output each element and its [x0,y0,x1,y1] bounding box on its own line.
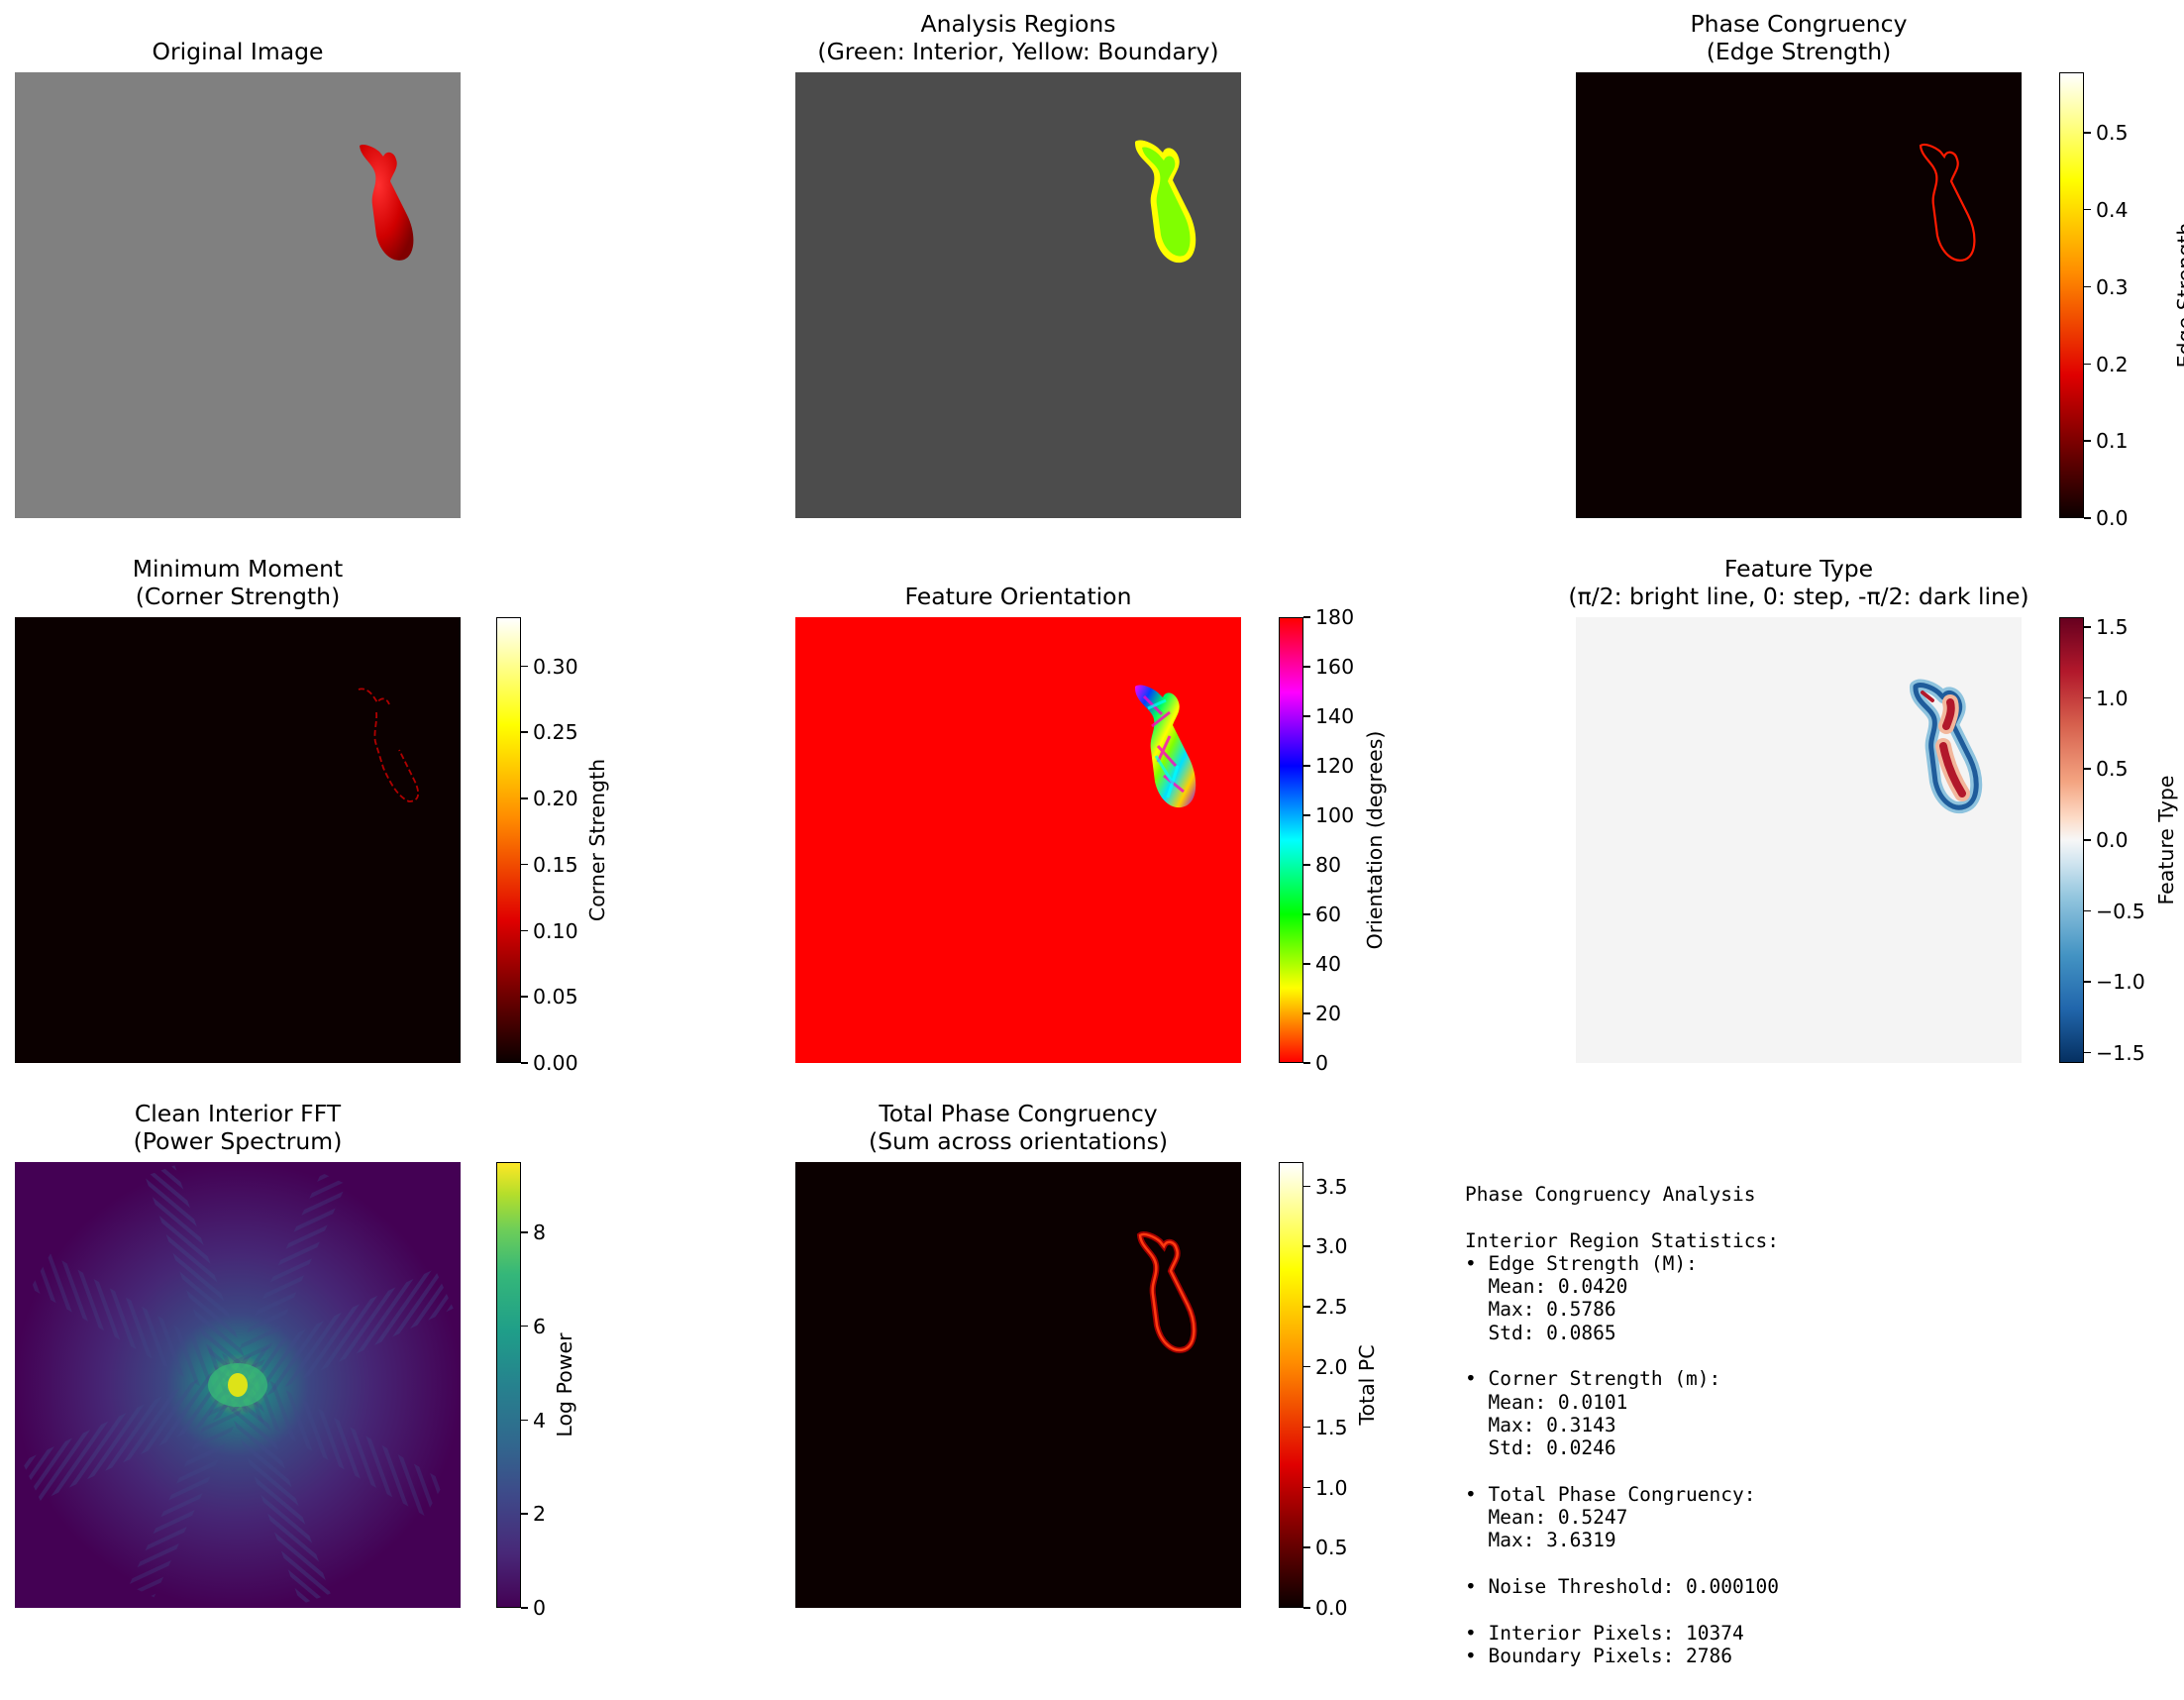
edge-colorbar-ticks: 0.0 0.1 0.2 0.3 0.4 0.5 [2084,72,2143,530]
panel-title-feature-type: Feature Type (π/2: bright line, 0: step,… [1568,555,2029,610]
panel-title-total-pc: Total Phase Congruency (Sum across orien… [868,1100,1169,1155]
panel-title-original: Original Image [152,38,324,65]
feature-type-colorbar [2059,617,2084,1063]
corner-colorbar [496,617,521,1063]
edge-outline [1919,143,1976,262]
feature-type-tip [1921,691,1934,702]
total-pc-colorbar-ticks: 0.0 0.5 1.0 1.5 2.0 2.5 3.0 3.5 [1303,1162,1363,1620]
panel-title-fft: Clean Interior FFT (Power Spectrum) [133,1100,343,1155]
feature-type-edge [1913,683,1979,810]
total-pc-colorbar-label: Total PC [1355,1344,1379,1426]
edge-colorbar [2059,72,2084,518]
edge-colorbar-label: Edge Strength [2173,222,2184,369]
panel-title-regions: Analysis Regions (Green: Interior, Yello… [817,10,1219,65]
fft-colorbar [496,1162,521,1608]
feature-type-ridge [1939,698,1966,797]
statistics-text: Phase Congruency Analysis Interior Regio… [1465,1183,1779,1667]
total-pc-background [795,1162,1241,1608]
feature-type-colorbar-label: Feature Type [2154,775,2178,905]
orientation-colorbar [1279,617,1303,1063]
panel-title-edge: Phase Congruency (Edge Strength) [1690,10,1908,65]
total-pc-image [795,1162,1241,1608]
total-pc-colorbar [1279,1162,1303,1608]
feature-type-image [1576,617,2022,1063]
feature-type-colorbar-ticks: −1.5 −1.0 −0.5 0.0 0.5 1.0 1.5 [2084,615,2145,1065]
interior-region [1142,147,1191,257]
orientation-colorbar-ticks: 0 20 40 60 80 100 120 140 160 180 [1303,605,1363,1075]
feature-type-background [1576,617,2022,1063]
orientation-texture-2 [1147,698,1180,798]
fft-colorbar-ticks: 0 2 4 6 8 [521,1162,561,1620]
corner-background [15,617,461,1063]
analysis-regions-image [795,72,1241,518]
original-background [15,72,461,518]
orientation-image [795,617,1241,1063]
fft-image [15,1162,461,1608]
total-pc-outline [1138,1232,1196,1352]
orientation-background [795,617,1241,1063]
fft-peak [228,1373,248,1397]
original-image [15,72,461,518]
corner-outline [358,688,420,802]
regions-background [795,72,1241,518]
edge-strength-image [1576,72,2022,518]
fft-colorbar-label: Log Power [553,1332,576,1437]
corner-colorbar-label: Corner Strength [585,758,609,922]
orientation-colorbar-label: Orientation (degrees) [1363,730,1387,950]
panel-title-corner: Minimum Moment (Corner Strength) [132,555,344,610]
edge-background [1576,72,2022,518]
corner-strength-image [15,617,461,1063]
corner-colorbar-ticks: 0.00 0.05 0.10 0.15 0.20 0.25 0.30 [521,617,600,1075]
panel-title-orientation: Feature Orientation [904,583,1132,610]
original-object [360,144,414,261]
